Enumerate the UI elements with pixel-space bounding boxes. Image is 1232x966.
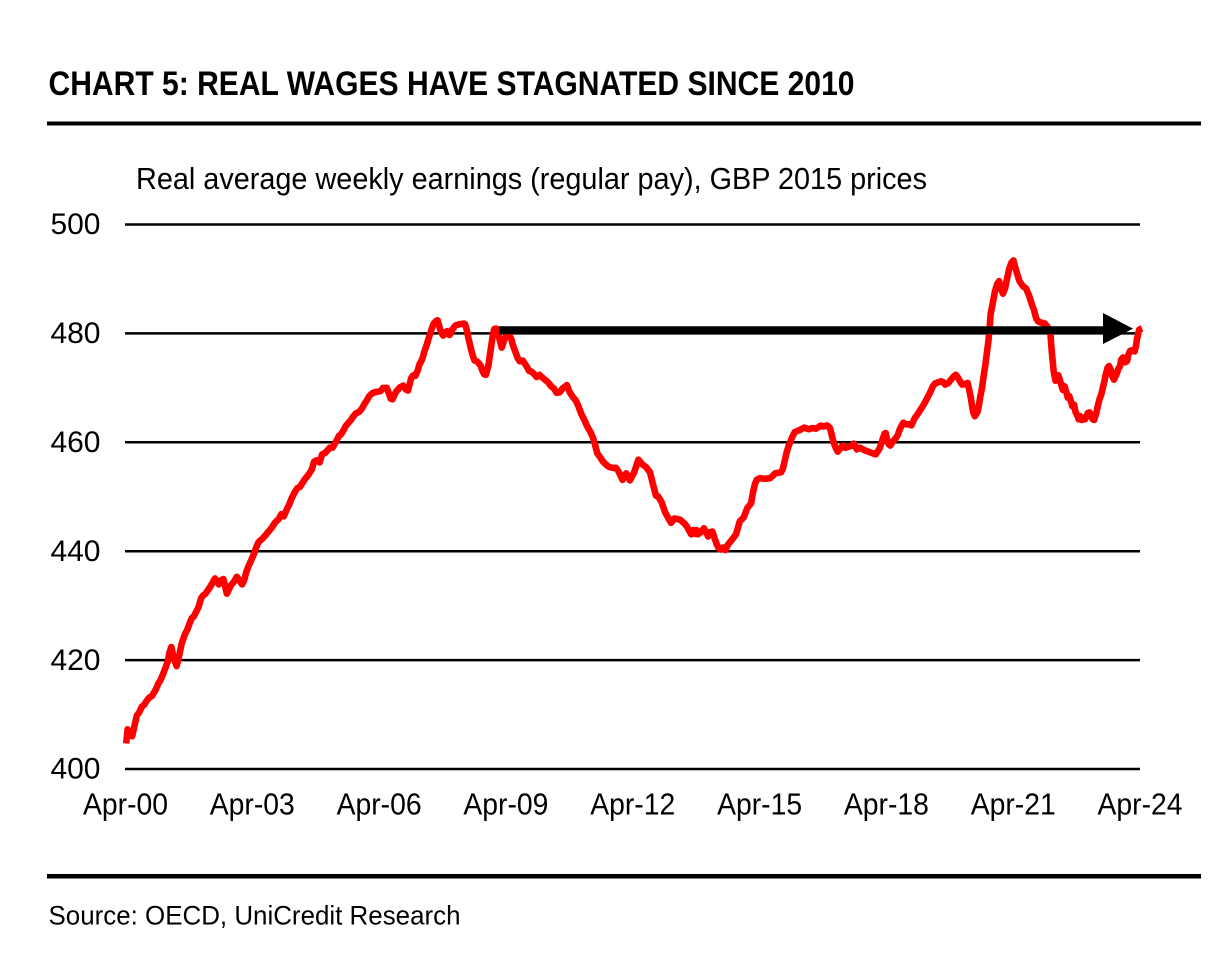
- svg-text:500: 500: [50, 208, 100, 241]
- svg-text:CHART 5: REAL WAGES HAVE STAGN: CHART 5: REAL WAGES HAVE STAGNATED SINCE…: [49, 65, 855, 103]
- svg-text:Apr-24: Apr-24: [1098, 787, 1183, 822]
- svg-text:400: 400: [50, 753, 100, 786]
- svg-text:Apr-12: Apr-12: [590, 787, 675, 822]
- svg-text:Apr-06: Apr-06: [337, 787, 422, 822]
- svg-text:Real average weekly earnings (: Real average weekly earnings (regular pa…: [136, 161, 927, 196]
- svg-text:Source: OECD, UniCredit Resear: Source: OECD, UniCredit Research: [49, 901, 461, 931]
- svg-text:420: 420: [50, 644, 100, 677]
- svg-text:480: 480: [50, 317, 100, 350]
- svg-text:Apr-18: Apr-18: [844, 787, 929, 822]
- svg-text:440: 440: [50, 535, 100, 568]
- svg-text:Apr-00: Apr-00: [83, 787, 168, 822]
- svg-text:460: 460: [50, 426, 100, 459]
- svg-text:Apr-03: Apr-03: [210, 787, 295, 822]
- svg-text:Apr-21: Apr-21: [971, 787, 1056, 822]
- svg-text:Apr-15: Apr-15: [717, 787, 802, 822]
- svg-text:Apr-09: Apr-09: [463, 787, 548, 822]
